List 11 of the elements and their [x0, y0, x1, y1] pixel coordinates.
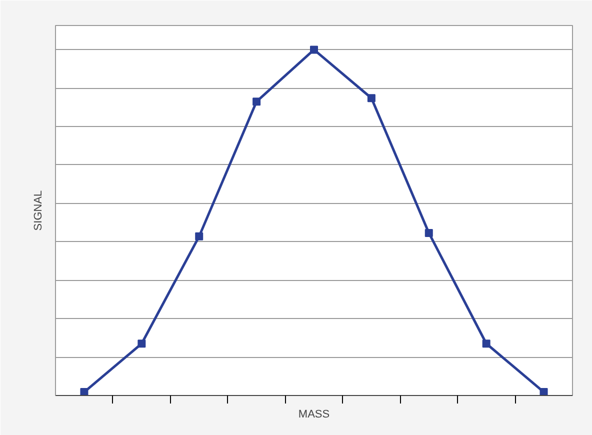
point [482, 340, 490, 348]
x-axis-title: MASS [298, 408, 330, 420]
point [310, 46, 318, 54]
y-axis-title: SIGNAL [32, 190, 44, 231]
point [367, 94, 376, 102]
point [424, 228, 433, 237]
point [252, 98, 261, 106]
point [80, 388, 88, 396]
point [195, 232, 204, 240]
point [138, 340, 146, 348]
point [540, 388, 548, 396]
